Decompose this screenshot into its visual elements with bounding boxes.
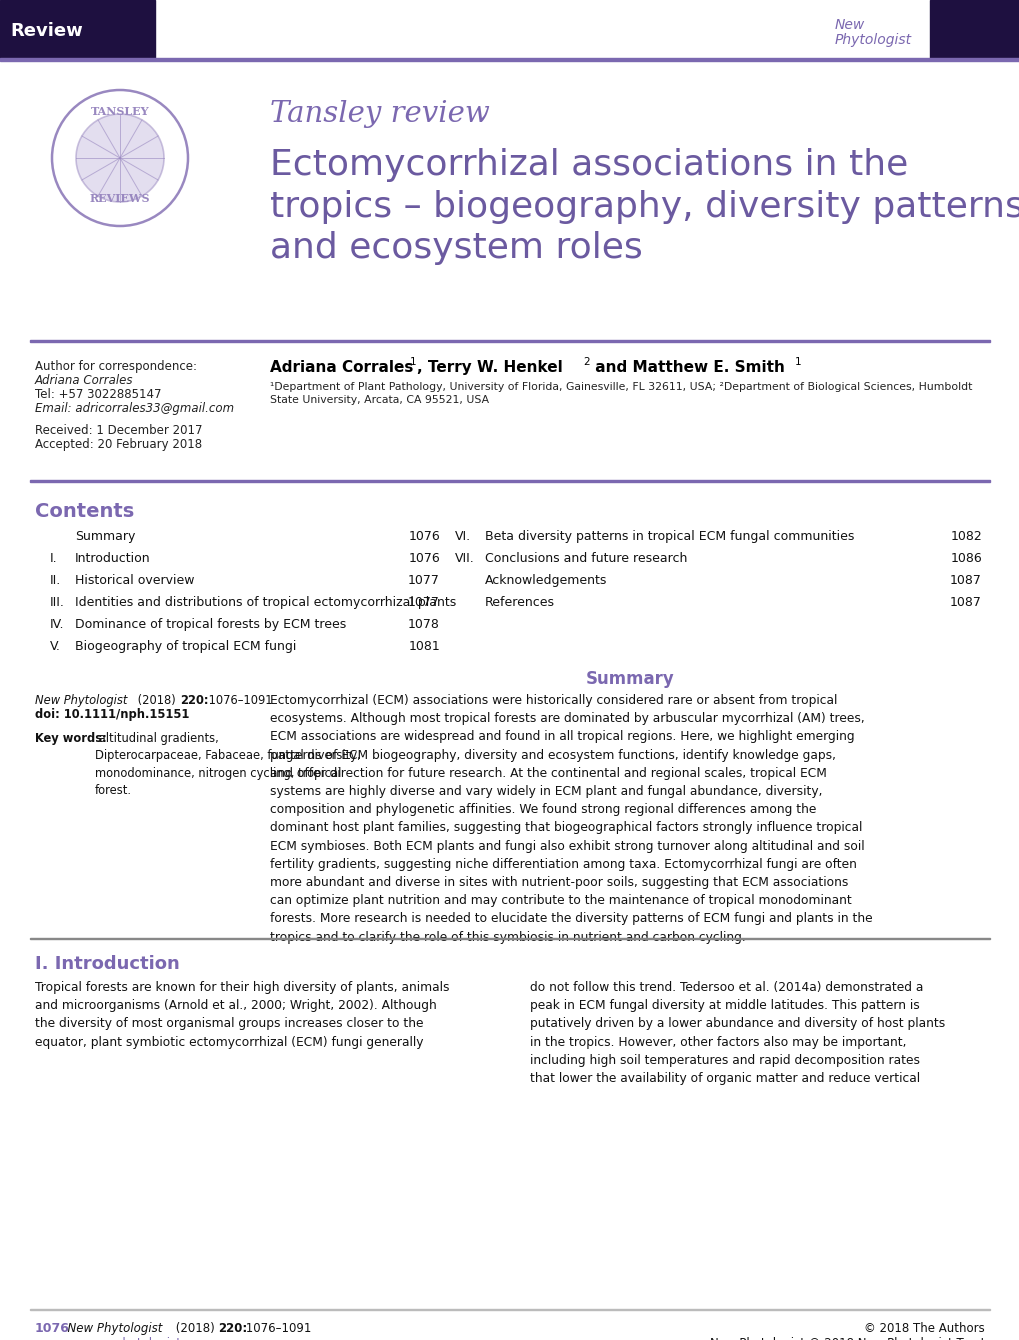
Bar <box>30 339 989 342</box>
Text: ¹Department of Plant Pathology, University of Florida, Gainesville, FL 32611, US: ¹Department of Plant Pathology, Universi… <box>270 382 971 405</box>
Text: Historical overview: Historical overview <box>75 574 195 587</box>
Text: II.: II. <box>50 574 61 587</box>
Text: Accepted: 20 February 2018: Accepted: 20 February 2018 <box>35 438 202 452</box>
Text: 1081: 1081 <box>408 641 439 653</box>
Text: www.newphytologist.com: www.newphytologist.com <box>60 1337 211 1340</box>
Text: Dominance of tropical forests by ECM trees: Dominance of tropical forests by ECM tre… <box>75 618 345 631</box>
Text: I.: I. <box>50 552 57 565</box>
Text: New Phytologist © 2018 New Phytologist Trust: New Phytologist © 2018 New Phytologist T… <box>709 1337 984 1340</box>
Text: 1082: 1082 <box>950 531 981 543</box>
Bar <box>0 58 1019 62</box>
Text: Beta diversity patterns in tropical ECM fungal communities: Beta diversity patterns in tropical ECM … <box>484 531 854 543</box>
Text: New Phytologist: New Phytologist <box>60 1323 162 1335</box>
Text: do not follow this trend. Tedersoo et al. (2014a) demonstrated a
peak in ECM fun: do not follow this trend. Tedersoo et al… <box>530 981 945 1085</box>
Text: 220:: 220: <box>218 1323 247 1335</box>
Text: 220:: 220: <box>179 694 208 708</box>
Bar <box>30 938 989 939</box>
Text: Author for correspondence:: Author for correspondence: <box>35 360 197 373</box>
Text: Tansley review: Tansley review <box>270 100 489 129</box>
Text: VII.: VII. <box>454 552 474 565</box>
Text: Received: 1 December 2017: Received: 1 December 2017 <box>35 423 203 437</box>
Text: Identities and distributions of tropical ectomycorrhizal plants: Identities and distributions of tropical… <box>75 596 455 608</box>
Text: 1076: 1076 <box>35 1323 70 1335</box>
Text: Tel: +57 3022885147: Tel: +57 3022885147 <box>35 389 161 401</box>
Text: 1087: 1087 <box>949 574 981 587</box>
Text: , Terry W. Henkel: , Terry W. Henkel <box>417 360 562 375</box>
Text: III.: III. <box>50 596 65 608</box>
Text: 1: 1 <box>410 356 416 367</box>
Text: New Phytologist: New Phytologist <box>35 694 127 708</box>
Text: VI.: VI. <box>454 531 471 543</box>
Text: 1077: 1077 <box>408 596 439 608</box>
Bar <box>30 480 989 482</box>
Text: New: New <box>835 17 864 32</box>
Text: REVIEWS: REVIEWS <box>90 193 150 204</box>
Text: TANSLEY: TANSLEY <box>91 106 149 117</box>
Text: I. Introduction: I. Introduction <box>35 955 179 973</box>
Text: V.: V. <box>50 641 61 653</box>
Text: (2018): (2018) <box>133 694 179 708</box>
Text: Introduction: Introduction <box>75 552 151 565</box>
Text: Key words:: Key words: <box>35 732 107 745</box>
Text: (2018): (2018) <box>172 1323 218 1335</box>
Text: 2: 2 <box>583 356 589 367</box>
Text: Tropical forests are known for their high diversity of plants, animals
and micro: Tropical forests are known for their hig… <box>35 981 449 1049</box>
Text: Review: Review <box>10 21 83 40</box>
Text: Biogeography of tropical ECM fungi: Biogeography of tropical ECM fungi <box>75 641 297 653</box>
Text: IV.: IV. <box>50 618 64 631</box>
Text: Acknowledgements: Acknowledgements <box>484 574 606 587</box>
Text: 1076–1091: 1076–1091 <box>205 694 272 708</box>
Text: Adriana Corrales: Adriana Corrales <box>35 374 133 387</box>
Text: 1087: 1087 <box>949 596 981 608</box>
Text: and Matthew E. Smith: and Matthew E. Smith <box>589 360 784 375</box>
Circle shape <box>76 114 164 202</box>
Text: 1078: 1078 <box>408 618 439 631</box>
Text: Email: adricorrales33@gmail.com: Email: adricorrales33@gmail.com <box>35 402 234 415</box>
Text: doi: 10.1111/nph.15151: doi: 10.1111/nph.15151 <box>35 708 190 721</box>
Text: Conclusions and future research: Conclusions and future research <box>484 552 687 565</box>
Text: Adriana Corrales: Adriana Corrales <box>270 360 413 375</box>
Text: 1076–1091: 1076–1091 <box>242 1323 311 1335</box>
Text: 1076: 1076 <box>408 531 439 543</box>
Text: References: References <box>484 596 554 608</box>
Text: Contents: Contents <box>35 502 135 521</box>
Text: altitudinal gradients,
Dipterocarpaceae, Fabaceae, fungal diversity,
monodominan: altitudinal gradients, Dipterocarpaceae,… <box>95 732 361 797</box>
Text: 1076: 1076 <box>408 552 439 565</box>
Text: 1086: 1086 <box>950 552 981 565</box>
Bar <box>0 0 155 58</box>
Text: 1: 1 <box>794 356 801 367</box>
Text: Summary: Summary <box>585 670 674 687</box>
Text: Ectomycorrhizal associations in the
tropics – biogeography, diversity patterns
a: Ectomycorrhizal associations in the trop… <box>270 147 1019 265</box>
Text: Phytologist: Phytologist <box>835 34 911 47</box>
Text: Summary: Summary <box>75 531 136 543</box>
Bar <box>929 0 1019 58</box>
Text: 1077: 1077 <box>408 574 439 587</box>
Text: © 2018 The Authors: © 2018 The Authors <box>863 1323 984 1335</box>
Text: Ectomycorrhizal (ECM) associations were historically considered rare or absent f: Ectomycorrhizal (ECM) associations were … <box>270 694 872 943</box>
